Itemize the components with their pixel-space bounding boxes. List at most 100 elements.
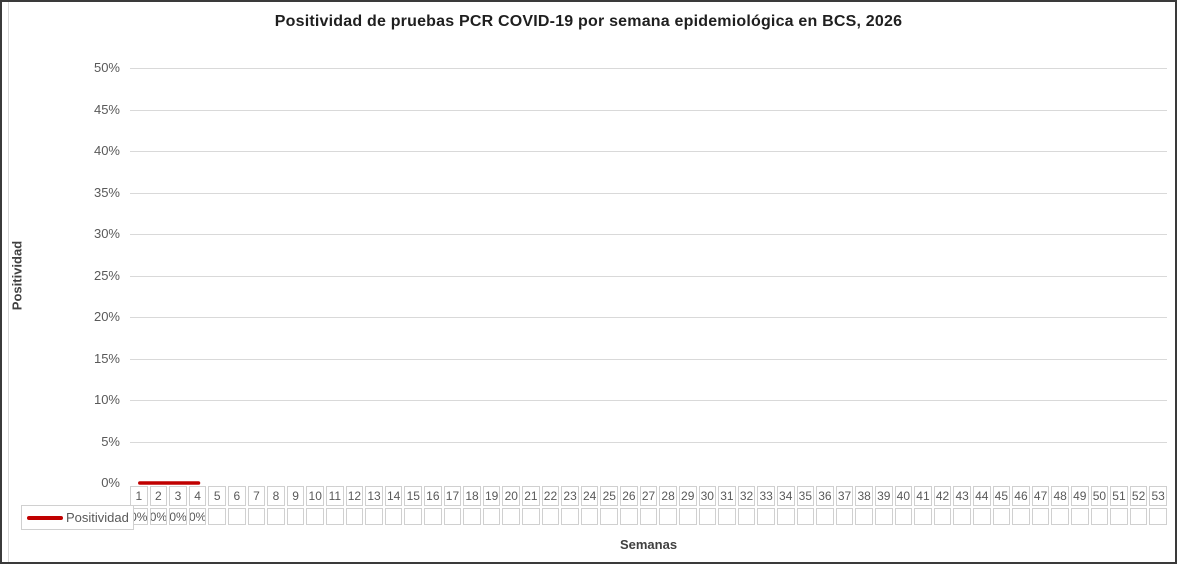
week-header-cell: 38: [855, 486, 873, 506]
gridline: [130, 317, 1167, 318]
week-header-cell: 52: [1129, 486, 1148, 506]
week-header-cell: 39: [874, 486, 893, 506]
week-header-cell: 18: [463, 486, 481, 506]
week-header-cell: 41: [914, 486, 932, 506]
legend-label: Positividad: [66, 510, 129, 525]
value-cell: [228, 508, 246, 525]
value-cell: [1031, 508, 1050, 525]
value-cell: [404, 508, 423, 525]
week-header-cell: 11: [326, 486, 344, 506]
value-cell: [698, 508, 717, 525]
y-tick-label: 5%: [101, 433, 120, 449]
value-cell: [757, 508, 775, 525]
y-tick-label: 50%: [93, 60, 120, 75]
week-header-cell: 44: [972, 486, 991, 506]
week-header-cell: 31: [718, 486, 736, 506]
gridline: [130, 109, 1167, 111]
value-cell: 0%: [188, 508, 207, 525]
value-cell: [678, 508, 697, 525]
week-header-cell: 37: [835, 486, 854, 506]
week-header-cell: 22: [541, 486, 560, 506]
value-cell: [1012, 508, 1030, 525]
gridline: [130, 400, 1167, 401]
value-cell: [914, 508, 932, 525]
gridline: [130, 275, 1167, 277]
week-header-cell: 12: [345, 486, 364, 506]
gridline: [130, 151, 1167, 152]
value-cell: [267, 508, 285, 525]
y-tick-label: 10%: [93, 392, 120, 407]
value-cell: [208, 508, 227, 525]
value-cell: [580, 508, 599, 525]
week-header-cell: 23: [561, 486, 579, 506]
value-cell: [816, 508, 834, 525]
week-header-cell: 9: [286, 486, 305, 506]
value-cell: [835, 508, 854, 525]
week-header-cell: 4: [188, 486, 207, 506]
value-cell: 0%: [149, 508, 168, 525]
week-header-cell: 50: [1090, 486, 1109, 506]
value-cell: [659, 508, 677, 525]
value-cell: [639, 508, 658, 525]
y-tick-label: 45%: [93, 101, 120, 117]
value-cell: [1051, 508, 1069, 525]
week-header-cell: 28: [659, 486, 677, 506]
week-header-cell: 43: [953, 486, 971, 506]
week-header-cell: 30: [698, 486, 717, 506]
week-header-cell: 7: [247, 486, 266, 506]
gridline: [130, 192, 1167, 194]
gridline: [130, 234, 1167, 235]
value-cell: [365, 508, 383, 525]
week-header-cell: 27: [639, 486, 658, 506]
week-header-cell: 35: [796, 486, 815, 506]
week-header-cell: 53: [1149, 486, 1167, 506]
week-header-cell: 15: [404, 486, 423, 506]
week-header-cell: 6: [228, 486, 246, 506]
week-header-cell: 3: [169, 486, 187, 506]
value-cell: [1129, 508, 1148, 525]
value-cell: [345, 508, 364, 525]
week-header-cell: 32: [737, 486, 756, 506]
value-cell: [953, 508, 971, 525]
legend: Positividad: [21, 505, 134, 530]
week-header-cell: 16: [424, 486, 442, 506]
week-header-cell: 10: [306, 486, 325, 506]
value-cell: [796, 508, 815, 525]
value-cell: [306, 508, 325, 525]
value-cell: [933, 508, 952, 525]
y-tick-label: 40%: [93, 143, 120, 158]
week-header-cell: 34: [776, 486, 795, 506]
gridline: [130, 441, 1167, 443]
value-cell: [972, 508, 991, 525]
value-cell: [894, 508, 913, 525]
value-cell: [1070, 508, 1089, 525]
week-header-cell: 20: [502, 486, 521, 506]
y-tick-label: 30%: [93, 226, 120, 241]
value-cell: [482, 508, 501, 525]
week-header-cell: 17: [443, 486, 462, 506]
chart-border-line: [8, 2, 9, 562]
week-header-cell: 5: [208, 486, 227, 506]
legend-line-swatch: [27, 515, 63, 520]
week-header-cell: 2: [149, 486, 168, 506]
value-cell: [855, 508, 873, 525]
value-cell: [463, 508, 481, 525]
week-header-cell: 42: [933, 486, 952, 506]
value-cell: [247, 508, 266, 525]
y-tick-label: 25%: [93, 267, 120, 283]
y-tick-label: 15%: [93, 350, 120, 366]
value-cell: [502, 508, 521, 525]
value-cell: [737, 508, 756, 525]
week-header-cell: 8: [267, 486, 285, 506]
value-cell: [286, 508, 305, 525]
value-cell: [1149, 508, 1167, 525]
week-header-cell: 33: [757, 486, 775, 506]
value-cell: [424, 508, 442, 525]
week-header-cell: 19: [482, 486, 501, 506]
value-cell: 0%: [169, 508, 187, 525]
gridline: [130, 68, 1167, 69]
value-cell: [443, 508, 462, 525]
value-cell: [718, 508, 736, 525]
value-cell: 0%: [130, 508, 148, 525]
